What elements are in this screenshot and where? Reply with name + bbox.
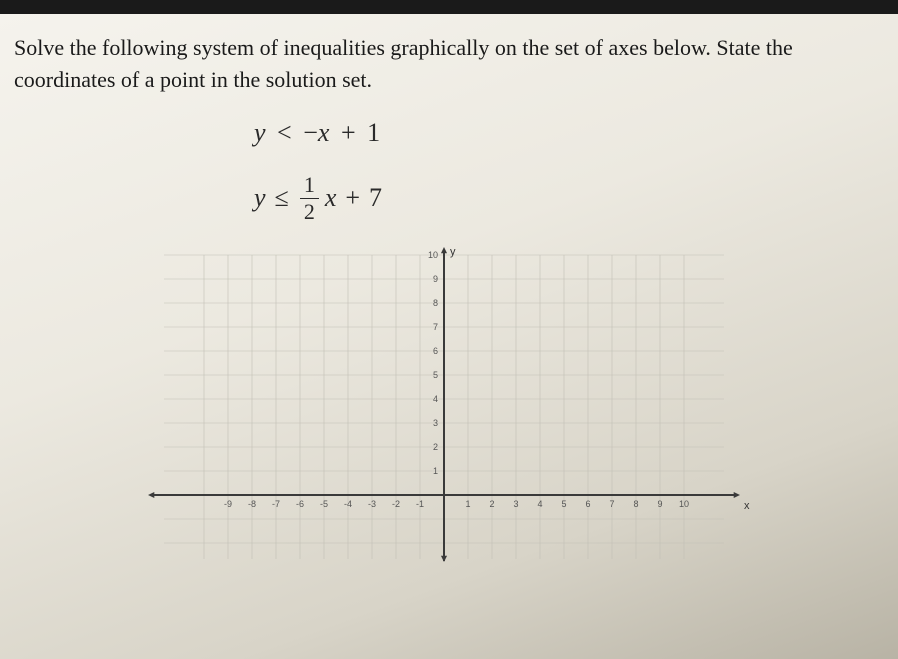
eq2-relation: ≤ — [270, 183, 294, 213]
eq1-neg: − — [303, 118, 318, 147]
svg-text:-5: -5 — [320, 499, 328, 509]
svg-text:6: 6 — [433, 346, 438, 356]
svg-text:6: 6 — [585, 499, 590, 509]
inequality-2: y ≤ 1 2 x + 7 — [254, 174, 874, 223]
eq1-relation: < — [272, 118, 297, 147]
question-line-1: Solve the following system of inequaliti… — [14, 35, 793, 60]
svg-text:10: 10 — [679, 499, 689, 509]
eq1-lhs: y — [254, 118, 266, 147]
svg-text:-2: -2 — [392, 499, 400, 509]
svg-text:9: 9 — [657, 499, 662, 509]
svg-text:-1: -1 — [416, 499, 424, 509]
svg-text:8: 8 — [433, 298, 438, 308]
svg-text:-7: -7 — [272, 499, 280, 509]
inequality-1: y < −x + 1 — [254, 118, 874, 148]
svg-text:-3: -3 — [368, 499, 376, 509]
worksheet-page: Solve the following system of inequaliti… — [0, 14, 898, 659]
svg-text:3: 3 — [433, 418, 438, 428]
eq2-frac-den: 2 — [300, 198, 319, 223]
coordinate-axes: 10987654321-9-8-7-6-5-4-3-2-112345678910… — [134, 243, 754, 563]
eq2-rhs-var: x — [325, 183, 337, 213]
svg-text:5: 5 — [433, 370, 438, 380]
question-line-2: coordinates of a point in the solution s… — [14, 67, 372, 92]
svg-text:1: 1 — [465, 499, 470, 509]
svg-text:7: 7 — [433, 322, 438, 332]
eq2-fraction: 1 2 — [300, 174, 319, 223]
eq2-lhs: y — [254, 183, 266, 213]
eq1-const: 1 — [367, 118, 380, 147]
svg-text:3: 3 — [513, 499, 518, 509]
eq1-rhs-var: x — [318, 118, 330, 147]
eq1-op: + — [336, 118, 361, 147]
svg-text:-8: -8 — [248, 499, 256, 509]
svg-text:4: 4 — [433, 394, 438, 404]
tick-labels: 10 9 8 7 6 5 4 3 2 1 -9 -8 -7 -6 -5 -4 -3 -2 -1 1 2 3 4 5 6 7 8 9 10 — [224, 250, 689, 509]
svg-text:2: 2 — [489, 499, 494, 509]
svg-text:7: 7 — [609, 499, 614, 509]
svg-text:-4: -4 — [344, 499, 352, 509]
svg-text:1: 1 — [433, 466, 438, 476]
eq2-const: 7 — [369, 183, 382, 213]
svg-text:8: 8 — [633, 499, 638, 509]
axes-lines — [148, 247, 740, 562]
inequalities-block: y < −x + 1 y ≤ 1 2 x + 7 — [14, 118, 874, 223]
svg-text:2: 2 — [433, 442, 438, 452]
svg-text:-9: -9 — [224, 499, 232, 509]
eq2-frac-num: 1 — [300, 174, 319, 198]
x-axis-label: x — [744, 500, 750, 512]
svg-text:-6: -6 — [296, 499, 304, 509]
svg-text:9: 9 — [433, 274, 438, 284]
y-axis-label: y — [450, 246, 456, 258]
svg-text:4: 4 — [537, 499, 542, 509]
eq2-op: + — [340, 183, 365, 213]
svg-text:10: 10 — [428, 250, 438, 260]
graph-container: 10987654321-9-8-7-6-5-4-3-2-112345678910… — [14, 243, 874, 563]
question-prompt: Solve the following system of inequaliti… — [14, 32, 874, 96]
svg-text:5: 5 — [561, 499, 566, 509]
